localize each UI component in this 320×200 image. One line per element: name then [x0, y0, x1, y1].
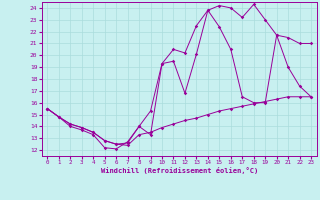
- X-axis label: Windchill (Refroidissement éolien,°C): Windchill (Refroidissement éolien,°C): [100, 167, 258, 174]
